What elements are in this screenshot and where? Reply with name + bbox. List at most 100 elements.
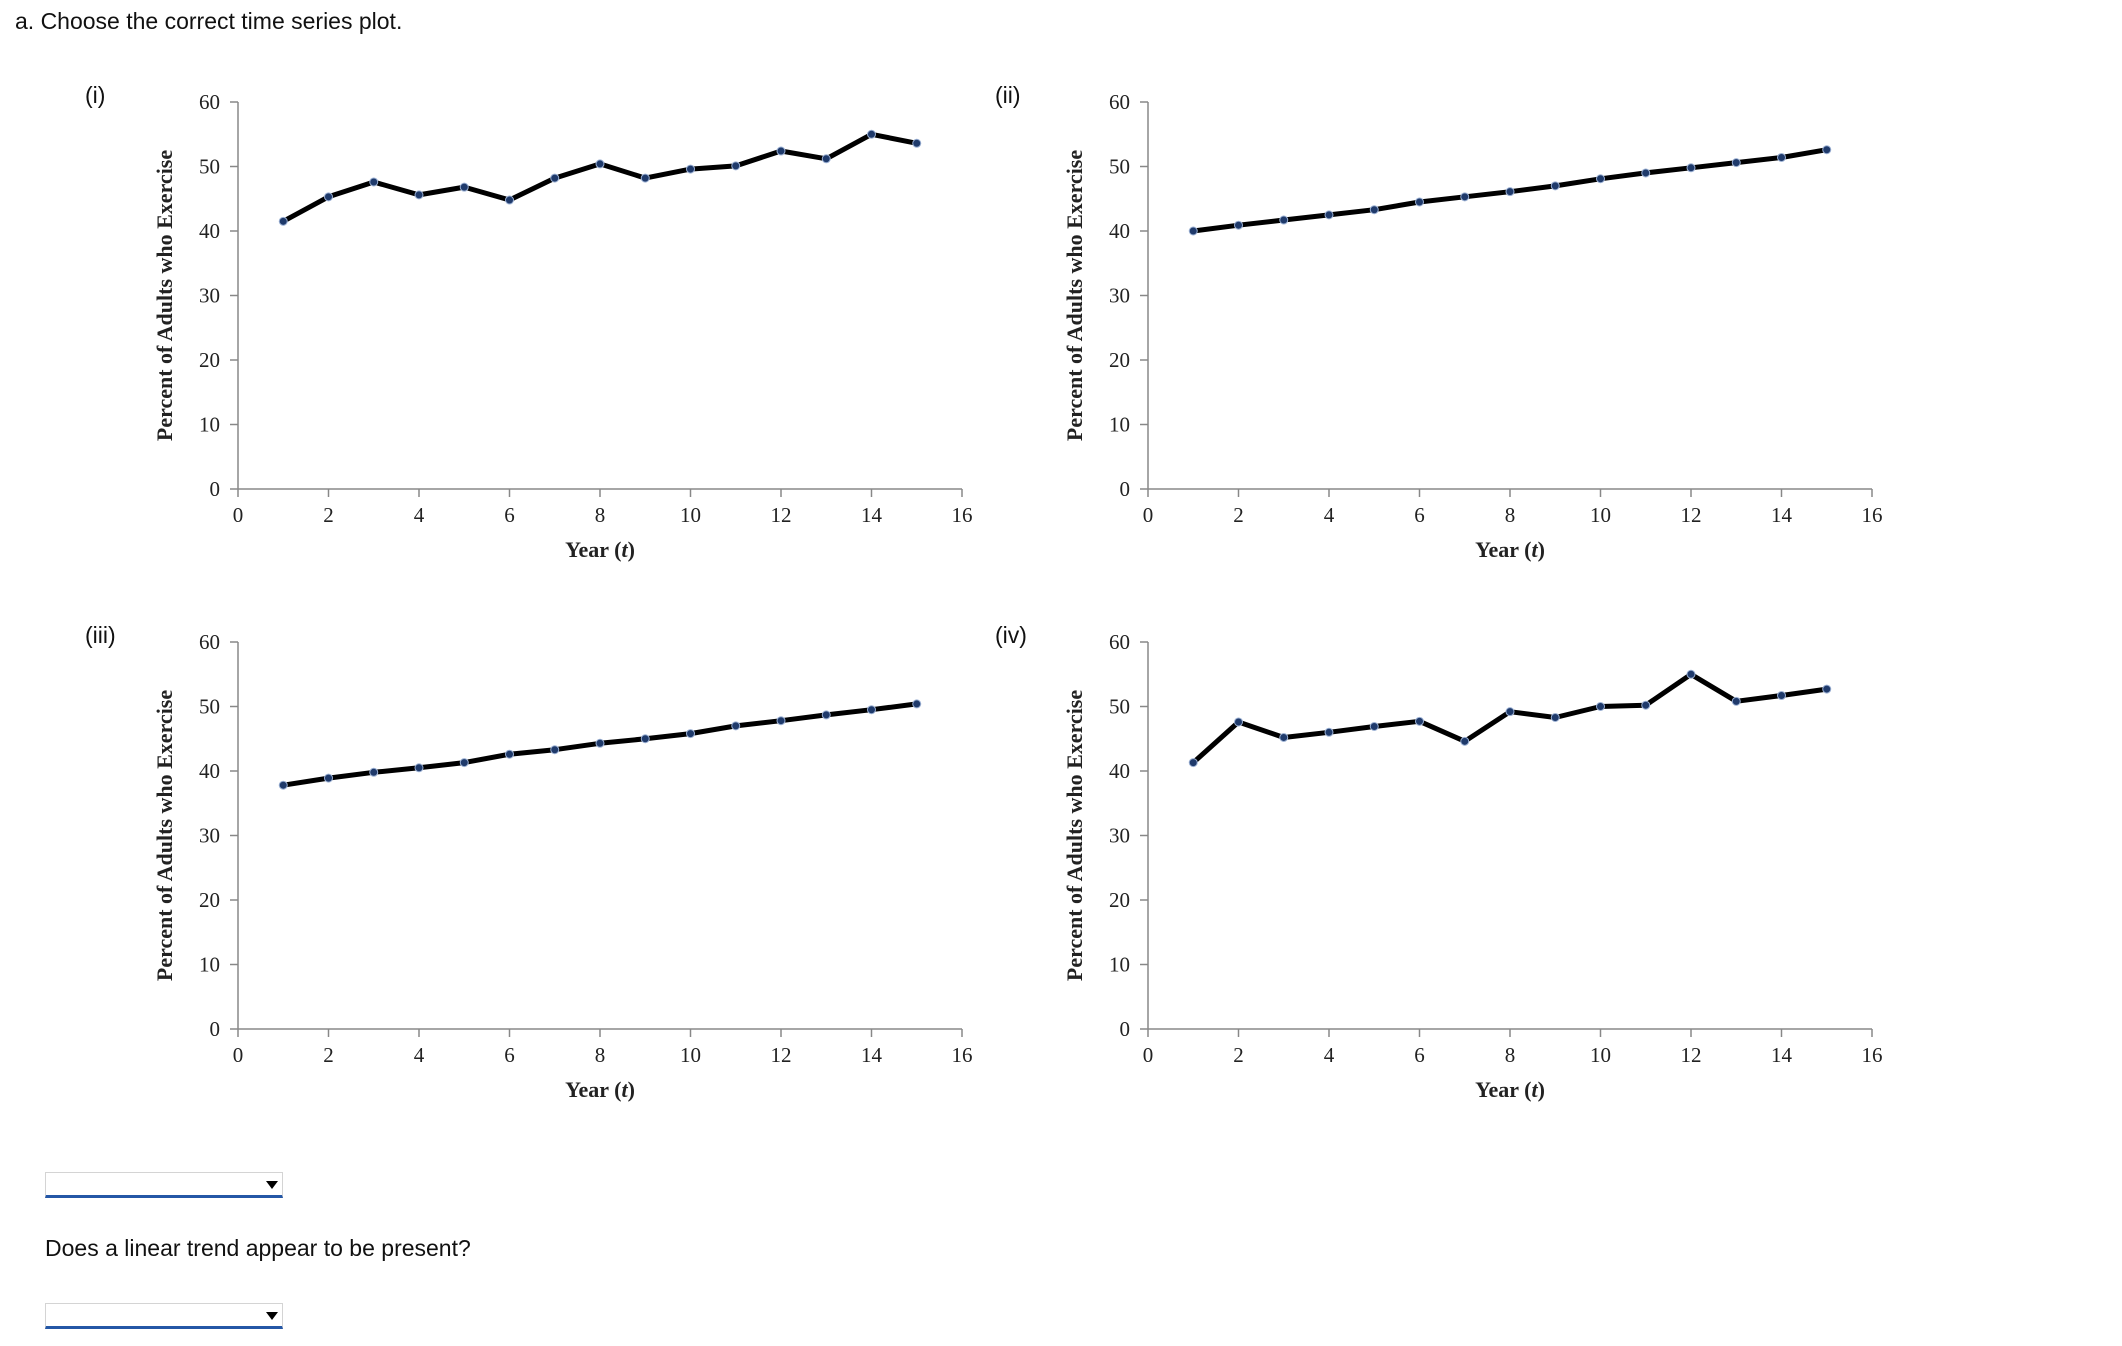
y-tick-label: 0 [210,1017,221,1041]
question-text: a. Choose the correct time series plot. [15,8,403,34]
data-point [1686,163,1696,173]
followup-question: Does a linear trend appear to be present… [45,1235,471,1261]
x-tick-label: 12 [771,1043,792,1067]
y-tick-label: 40 [199,759,220,783]
x-tick-label: 16 [952,503,973,527]
chart-ii[interactable]: (ii) 0 10 20 30 40 50 60 0 2 4 6 8 10 12 14 16 Year (t) P… [990,80,1910,620]
x-tick-label: 10 [680,1043,701,1067]
data-point [776,146,786,156]
data-point [1550,712,1560,722]
dropdown-arrow-icon [266,1312,278,1320]
x-tick-label: 16 [1862,503,1883,527]
data-point [324,773,333,783]
y-tick-label: 60 [199,630,220,654]
chart-iii[interactable]: (iii) 0 10 20 30 40 50 60 0 2 4 6 8 10 12 14 16 Year (t)… [80,620,1000,1160]
data-point [1324,727,1334,737]
y-tick-label: 10 [199,413,220,437]
x-axis-title: Year (t) [1475,1077,1545,1102]
x-tick-label: 14 [1771,1043,1793,1067]
y-tick-label: 0 [210,477,221,501]
data-point [1460,192,1470,202]
data-point [278,780,288,790]
data-point [1234,717,1243,727]
y-axis-title: Percent of Adults who Exercise [152,150,177,441]
dropdown-arrow-icon [266,1181,278,1189]
y-tick-label: 10 [199,953,220,977]
panel-label: (i) [85,82,106,108]
data-point [414,190,424,200]
x-tick-label: 0 [1143,1043,1154,1067]
x-tick-label: 4 [1324,503,1335,527]
x-tick-label: 8 [595,503,606,527]
data-point [1415,716,1424,726]
data-point [505,195,514,205]
x-tick-label: 4 [414,503,425,527]
y-tick-label: 50 [1109,695,1130,719]
y-axis-title: Percent of Adults who Exercise [1062,150,1087,441]
data-point [1641,168,1651,178]
data-point [821,154,831,164]
data-point [1641,700,1651,710]
x-tick-label: 12 [1681,1043,1702,1067]
chart-svg: 0 10 20 30 40 50 60 0 2 4 6 8 10 12 14 16 Year (t) Percen… [152,630,973,1102]
data-point [1369,721,1379,731]
data-point [369,767,379,777]
data-point [1415,197,1424,207]
data-point [459,182,469,192]
x-tick-label: 12 [1681,503,1702,527]
series-line [282,131,918,224]
x-tick-label: 12 [771,503,792,527]
data-point [821,710,831,720]
data-point [1550,181,1560,191]
x-axis-title: Year (t) [565,537,635,562]
x-tick-label: 16 [952,1043,973,1067]
x-tick-label: 6 [504,1043,515,1067]
data-point [640,173,650,183]
y-tick-label: 50 [199,155,220,179]
series-line [1191,671,1828,765]
x-tick-label: 14 [1771,503,1793,527]
y-tick-label: 0 [1120,477,1131,501]
data-point [731,721,741,731]
data-point [505,749,514,759]
y-tick-label: 40 [1109,759,1130,783]
y-tick-label: 20 [199,888,220,912]
data-point [640,734,650,744]
data-point [912,138,922,148]
y-tick-label: 10 [1109,953,1130,977]
plot-choice-dropdown[interactable] [45,1172,283,1198]
y-tick-label: 60 [1109,630,1130,654]
y-tick-label: 30 [199,824,220,848]
data-point [1369,205,1379,215]
x-axis-title: Year (t) [1475,537,1545,562]
data-point [867,705,876,715]
data-point [1777,691,1786,701]
data-point [1596,174,1605,184]
data-point [1505,707,1515,717]
y-tick-label: 40 [199,219,220,243]
panel-label: (ii) [995,82,1021,108]
x-tick-label: 14 [861,1043,883,1067]
data-point [459,758,469,768]
data-point [1731,696,1741,706]
chart-i[interactable]: (i) 0 10 20 30 40 50 60 0 2 4 6 8 10 12 14 16 Year (t) Pe… [80,80,1000,620]
x-tick-label: 0 [1143,503,1154,527]
x-tick-label: 2 [323,1043,334,1067]
chart-svg: 0 10 20 30 40 50 60 0 2 4 6 8 10 12 14 16 Year (t) Percen… [1062,90,1883,562]
chart-iv[interactable]: (iv) 0 10 20 30 40 50 60 0 2 4 6 8 10 12 14 16 Year (t) P… [990,620,1910,1160]
data-point [1279,732,1289,742]
y-tick-label: 20 [199,348,220,372]
x-tick-label: 10 [1590,503,1611,527]
linear-trend-dropdown[interactable] [45,1303,283,1329]
y-tick-label: 50 [199,695,220,719]
x-tick-label: 0 [233,503,244,527]
data-point [1234,220,1243,230]
data-point [1460,736,1470,746]
data-point [324,192,333,202]
panel-label: (iv) [995,622,1027,648]
data-point [776,716,786,726]
data-point [1505,187,1515,197]
data-point [1822,145,1832,155]
data-point [1279,215,1289,225]
data-point [1188,226,1198,236]
